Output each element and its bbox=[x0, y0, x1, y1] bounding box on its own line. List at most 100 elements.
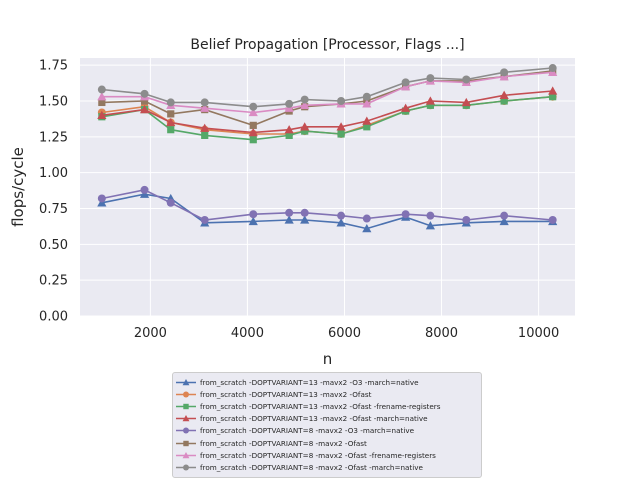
data-point bbox=[201, 131, 209, 139]
data-point bbox=[167, 126, 175, 134]
series-4 bbox=[97, 86, 558, 137]
data-point bbox=[548, 86, 558, 95]
data-point bbox=[500, 97, 508, 105]
data-point bbox=[166, 198, 175, 207]
data-point bbox=[300, 95, 309, 104]
y-tick-label: 1.50 bbox=[39, 95, 68, 110]
legend-label: from_scratch -DOPTVARIANT=8 -mavx2 -Ofas… bbox=[200, 438, 367, 448]
data-point bbox=[200, 103, 210, 112]
data-point bbox=[362, 223, 372, 233]
data-point bbox=[300, 100, 310, 109]
data-point bbox=[336, 122, 346, 131]
data-point bbox=[97, 92, 107, 101]
data-point bbox=[362, 214, 371, 223]
data-point bbox=[336, 218, 346, 227]
data-point bbox=[548, 64, 557, 73]
x-tick-label: 2000 bbox=[134, 326, 167, 341]
legend-swatch bbox=[176, 403, 196, 410]
data-point bbox=[401, 78, 410, 87]
x-tick-label: 6000 bbox=[328, 326, 361, 341]
series-8 bbox=[97, 64, 557, 111]
data-point bbox=[300, 122, 310, 131]
chart-title: Belief Propagation [Processor, Flags ...… bbox=[190, 37, 464, 53]
data-point bbox=[425, 221, 435, 230]
data-point bbox=[285, 131, 293, 139]
y-tick-label: 0.75 bbox=[39, 202, 68, 217]
legend: from_scratch -DOPTVARIANT=13 -mavx2 -O3 … bbox=[172, 372, 482, 478]
data-point bbox=[166, 117, 176, 127]
data-point bbox=[426, 74, 435, 83]
series-line bbox=[101, 193, 553, 230]
y-tick-label: 1.00 bbox=[39, 166, 68, 181]
data-point bbox=[167, 110, 175, 118]
legend-item: from_scratch -DOPTVARIANT=13 -mavx2 -Ofa… bbox=[173, 413, 483, 424]
data-point bbox=[337, 211, 346, 220]
data-point bbox=[284, 125, 294, 134]
data-point bbox=[426, 101, 434, 109]
legend-label: from_scratch -DOPTVARIANT=8 -mavx2 -Ofas… bbox=[200, 462, 423, 472]
y-tick-label: 0.00 bbox=[39, 310, 68, 325]
legend-item: from_scratch -DOPTVARIANT=13 -mavx2 -O3 … bbox=[173, 377, 483, 388]
y-tick-label: 0.50 bbox=[39, 238, 68, 253]
series-lines bbox=[97, 64, 558, 233]
tick-labels: 2000 4000 6000 8000 10000 0.00 0.25 0.50 0.75 1.0… bbox=[39, 59, 559, 341]
legend-item: from_scratch -DOPTVARIANT=8 -mavx2 -Ofas… bbox=[173, 438, 483, 449]
legend-item: from_scratch -DOPTVARIANT=13 -mavx2 -Ofa… bbox=[173, 401, 483, 412]
data-point bbox=[285, 99, 294, 108]
series-line bbox=[101, 71, 553, 114]
legend-label: from_scratch -DOPTVARIANT=13 -mavx2 -Ofa… bbox=[200, 390, 372, 400]
data-point bbox=[139, 105, 150, 114]
data-point bbox=[249, 210, 258, 219]
data-point bbox=[362, 116, 372, 125]
data-point bbox=[97, 194, 106, 203]
y-tick-label: 1.75 bbox=[39, 59, 68, 74]
data-point bbox=[499, 90, 509, 99]
data-point bbox=[300, 215, 310, 224]
legend-item: from_scratch -DOPTVARIANT=8 -mavx2 -Ofas… bbox=[173, 462, 483, 473]
data-point bbox=[285, 208, 294, 217]
series-line bbox=[101, 67, 553, 108]
data-point bbox=[548, 215, 557, 224]
data-point bbox=[284, 215, 294, 224]
data-point bbox=[140, 97, 149, 105]
data-point bbox=[249, 136, 257, 144]
data-point bbox=[97, 85, 106, 94]
legend-swatch bbox=[176, 427, 196, 434]
legend-swatch bbox=[176, 440, 196, 446]
x-tick-label: 10000 bbox=[518, 326, 559, 341]
data-point bbox=[166, 98, 175, 107]
y-axis-label: flops/cycle bbox=[9, 147, 27, 227]
data-point bbox=[200, 215, 209, 224]
data-point bbox=[500, 68, 509, 77]
legend-label: from_scratch -DOPTVARIANT=8 -mavx2 -O3 -… bbox=[200, 426, 414, 436]
data-point bbox=[362, 99, 372, 108]
data-point bbox=[500, 211, 509, 220]
series-5 bbox=[97, 185, 557, 224]
legend-item: from_scratch -DOPTVARIANT=13 -mavx2 -Ofa… bbox=[173, 389, 483, 400]
x-axis-label: n bbox=[323, 350, 333, 368]
legend-label: from_scratch -DOPTVARIANT=13 -mavx2 -Ofa… bbox=[200, 414, 428, 424]
data-point bbox=[248, 216, 258, 226]
series-line bbox=[101, 95, 553, 141]
data-point bbox=[337, 130, 345, 138]
legend-swatch bbox=[176, 391, 196, 398]
data-point bbox=[337, 97, 346, 105]
legend-swatch bbox=[176, 379, 196, 386]
data-point bbox=[98, 98, 106, 107]
data-point bbox=[401, 103, 411, 112]
legend-swatch bbox=[176, 451, 196, 458]
series-line bbox=[101, 189, 553, 221]
data-point bbox=[462, 215, 471, 224]
legend-swatch bbox=[176, 415, 196, 422]
y-tick-label: 0.25 bbox=[39, 274, 68, 289]
legend-swatch bbox=[176, 464, 196, 471]
data-point bbox=[401, 210, 410, 219]
data-point bbox=[301, 127, 309, 135]
series-line bbox=[101, 90, 553, 134]
legend-item: from_scratch -DOPTVARIANT=8 -mavx2 -Ofas… bbox=[173, 450, 483, 461]
data-point bbox=[200, 123, 210, 132]
legend-label: from_scratch -DOPTVARIANT=13 -mavx2 -O3 … bbox=[200, 378, 419, 387]
data-point bbox=[140, 185, 149, 194]
data-point bbox=[363, 123, 371, 131]
